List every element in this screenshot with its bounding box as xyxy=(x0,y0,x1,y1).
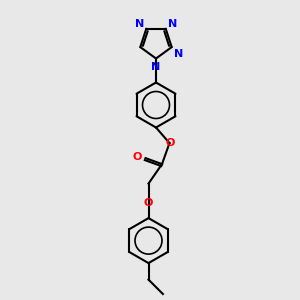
Text: O: O xyxy=(144,198,153,208)
Text: N: N xyxy=(168,19,177,29)
Text: N: N xyxy=(135,19,144,29)
Text: N: N xyxy=(174,49,183,58)
Text: O: O xyxy=(165,138,175,148)
Text: N: N xyxy=(152,61,160,71)
Text: O: O xyxy=(133,152,142,162)
